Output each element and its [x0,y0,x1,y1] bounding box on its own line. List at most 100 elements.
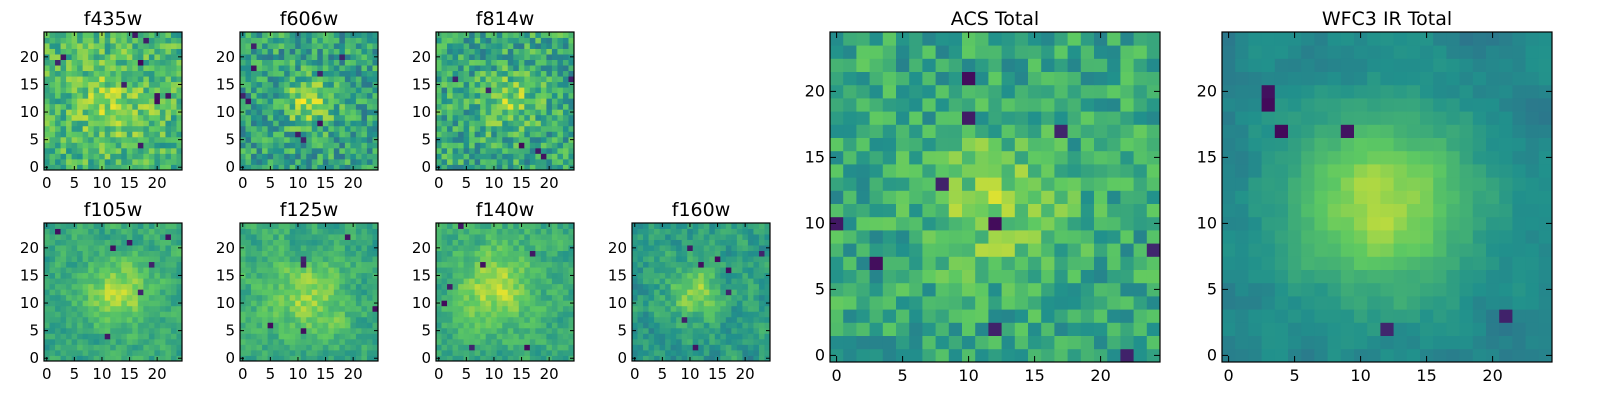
heatmap-cell [289,131,296,138]
heatmap-cell [562,250,569,257]
heatmap-cell [507,147,514,154]
heatmap-cell [115,59,122,66]
heatmap-cell [463,311,470,318]
heatmap-cell [447,70,453,77]
heatmap-cell [896,296,910,310]
heatmap-cell [474,153,481,160]
heatmap-cell [344,239,351,246]
heatmap-cell [452,327,459,334]
heatmap-cell [436,70,442,77]
heatmap-cell [251,158,257,165]
heatmap-cell [55,311,61,318]
heatmap-cell [540,256,547,263]
heatmap-cell [245,81,252,88]
heatmap-cell [725,305,732,312]
heatmap-cell [137,305,144,312]
heatmap-cell [513,87,520,94]
heatmap-cell [126,267,133,274]
heatmap-cell [170,103,177,110]
heatmap-cell [452,272,459,279]
heatmap-cell [245,223,252,229]
heatmap-cell [731,316,738,323]
heatmap-cell [463,338,470,345]
heatmap-cell [121,344,128,351]
heatmap-cell [306,256,313,263]
heatmap-cell [240,43,246,49]
heatmap-cell [71,305,78,312]
heatmap-cell [126,147,133,154]
heatmap-cell [55,109,61,116]
heatmap-cell [71,158,78,165]
heatmap-cell [681,305,688,312]
heatmap-cell [289,81,296,88]
heatmap-cell [121,76,128,83]
heatmap-cell [496,43,503,49]
heatmap-cell [372,59,379,66]
heatmap-cell [49,98,56,105]
heatmap-cell [60,43,67,49]
heatmap-cell [273,158,280,165]
heatmap-cell [317,355,324,362]
heatmap-cell [764,250,771,257]
heatmap-cell [1107,164,1121,178]
heatmap-cell [372,239,379,246]
heatmap-cell [507,54,514,60]
heatmap-cell [687,261,694,268]
heatmap-cell [962,256,976,270]
heatmap-cell [322,239,329,246]
heatmap-cell [311,125,318,132]
heatmap-cell [535,114,542,121]
heatmap-cell [311,261,318,268]
heatmap-cell [665,327,672,334]
heatmap-cell [441,131,448,138]
heatmap-cell [295,300,302,307]
heatmap-cell [469,136,476,143]
heatmap-cell [714,245,721,251]
heatmap-cell [447,311,453,318]
heatmap-cell [975,243,989,257]
heatmap-cell [66,76,72,83]
heatmap-cell [469,87,476,94]
heatmap-cell [480,65,487,72]
heatmap-cell [758,333,765,340]
heatmap-cell [44,267,50,274]
heatmap-cell [82,355,89,362]
heatmap-cell [300,87,307,94]
heatmap-cell [935,282,950,297]
heatmap-cell [170,120,177,127]
heatmap-cell [66,147,72,154]
heatmap-cell [502,261,509,268]
heatmap-cell [447,37,453,44]
heatmap-cell [143,103,150,110]
heatmap-cell [491,322,498,329]
heatmap-cell [988,203,1002,218]
heatmap-cell [311,65,318,72]
heatmap-cell [262,289,268,296]
heatmap-cell [502,125,509,132]
heatmap-cell [256,344,263,351]
heatmap-cell [447,245,453,251]
heatmap-cell [1133,282,1148,297]
heatmap-cell [60,131,67,138]
heatmap-cell [71,300,78,307]
heatmap-cell [1094,164,1108,178]
x-tick-label: 20 [148,365,167,383]
heatmap-cell [546,289,553,296]
heatmap-cell [562,125,569,132]
heatmap-cell [502,142,509,149]
heatmap-cell [154,300,161,307]
heatmap-cell [262,32,268,38]
heatmap-cell [240,322,246,329]
heatmap-cell [245,338,252,345]
heatmap-cell [452,300,459,307]
heatmap-cell [507,32,514,38]
heatmap-cell [55,349,61,356]
heatmap-cell [507,153,514,160]
heatmap-cell [546,239,553,246]
heatmap-cell [355,158,362,165]
heatmap-cell [843,282,857,297]
heatmap-cell [278,333,285,340]
heatmap-cell [458,87,464,94]
heatmap-cell [295,136,302,143]
